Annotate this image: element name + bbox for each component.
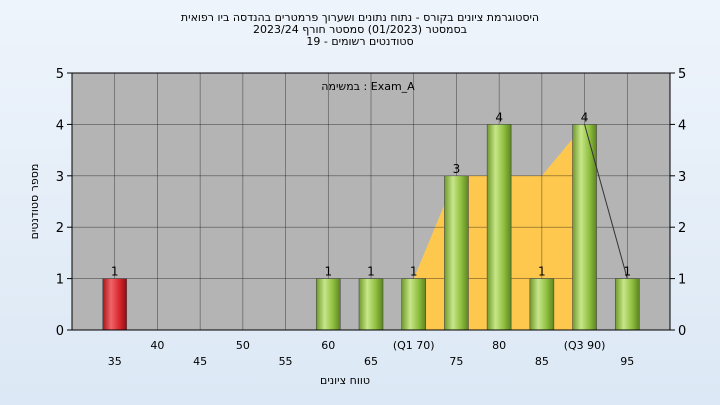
histogram-bar: [315, 278, 341, 331]
x-tick-label: 65: [364, 355, 378, 368]
bar-value-label: 3: [453, 162, 461, 176]
bar-value-label: 4: [495, 110, 503, 124]
y-axis-title: מספר סטודנטים: [28, 164, 41, 240]
y-tick-label-left: 1: [56, 273, 64, 288]
x-tick-label: (Q1 70): [393, 339, 435, 352]
bar-value-label: 1: [538, 265, 546, 279]
histogram-bar: [444, 175, 469, 331]
x-axis-title: טווח ציונים: [320, 374, 370, 387]
bar-value-label: 4: [581, 110, 589, 124]
y-tick-label-right: 2: [678, 221, 686, 236]
histogram-bar: [572, 124, 597, 331]
whisker-line: [584, 124, 628, 279]
y-tick-label-left: 5: [56, 67, 64, 82]
x-tick-label: 80: [492, 339, 506, 352]
histogram-bar: [529, 278, 555, 331]
bar-value-label: 1: [324, 265, 332, 279]
y-tick-label-right: 4: [678, 118, 686, 133]
x-tick-label: 40: [150, 339, 164, 352]
histogram-bar: [358, 278, 384, 331]
plot-frame: [71, 72, 671, 331]
chart-title-line-1: היסטוגרמת ציונים בקורס - נתוח נתונים ושע…: [180, 11, 540, 24]
y-tick-label-right: 1: [678, 273, 686, 288]
histogram-bar: [614, 278, 640, 331]
histogram-bar: [486, 124, 512, 331]
chart-annotation: במשימה : Exam_A: [321, 80, 415, 93]
bar-value-label: 1: [367, 265, 375, 279]
x-tick-label: 45: [193, 355, 207, 368]
x-tick-label: 75: [449, 355, 463, 368]
x-tick-label: 50: [236, 339, 250, 352]
y-tick-label-left: 3: [56, 170, 64, 185]
bar-value-label: 1: [623, 265, 631, 279]
y-tick-label-left: 4: [56, 118, 64, 133]
x-tick-label: 95: [620, 355, 634, 368]
y-tick-label-left: 2: [56, 221, 64, 236]
x-tick-label: 55: [279, 355, 293, 368]
x-tick-label: 35: [108, 355, 122, 368]
x-tick-label: (Q3 90): [564, 339, 606, 352]
y-tick-label-right: 5: [678, 67, 686, 82]
y-tick-label-left: 0: [56, 324, 64, 339]
x-tick-label: 60: [321, 339, 335, 352]
y-tick-label-right: 0: [678, 324, 686, 339]
bar-value-label: 1: [410, 265, 418, 279]
chart-title-line-2: בסמסטר (01/2023) סמסטר חורף 2023/24: [253, 23, 467, 36]
histogram-bar: [102, 278, 128, 331]
chart-title-line-3: סטודנטים רשומים - 19: [306, 35, 414, 48]
x-tick-label: 85: [535, 355, 549, 368]
bar-value-label: 1: [111, 265, 119, 279]
histogram-bar: [401, 278, 427, 331]
y-tick-label-right: 3: [678, 170, 686, 185]
